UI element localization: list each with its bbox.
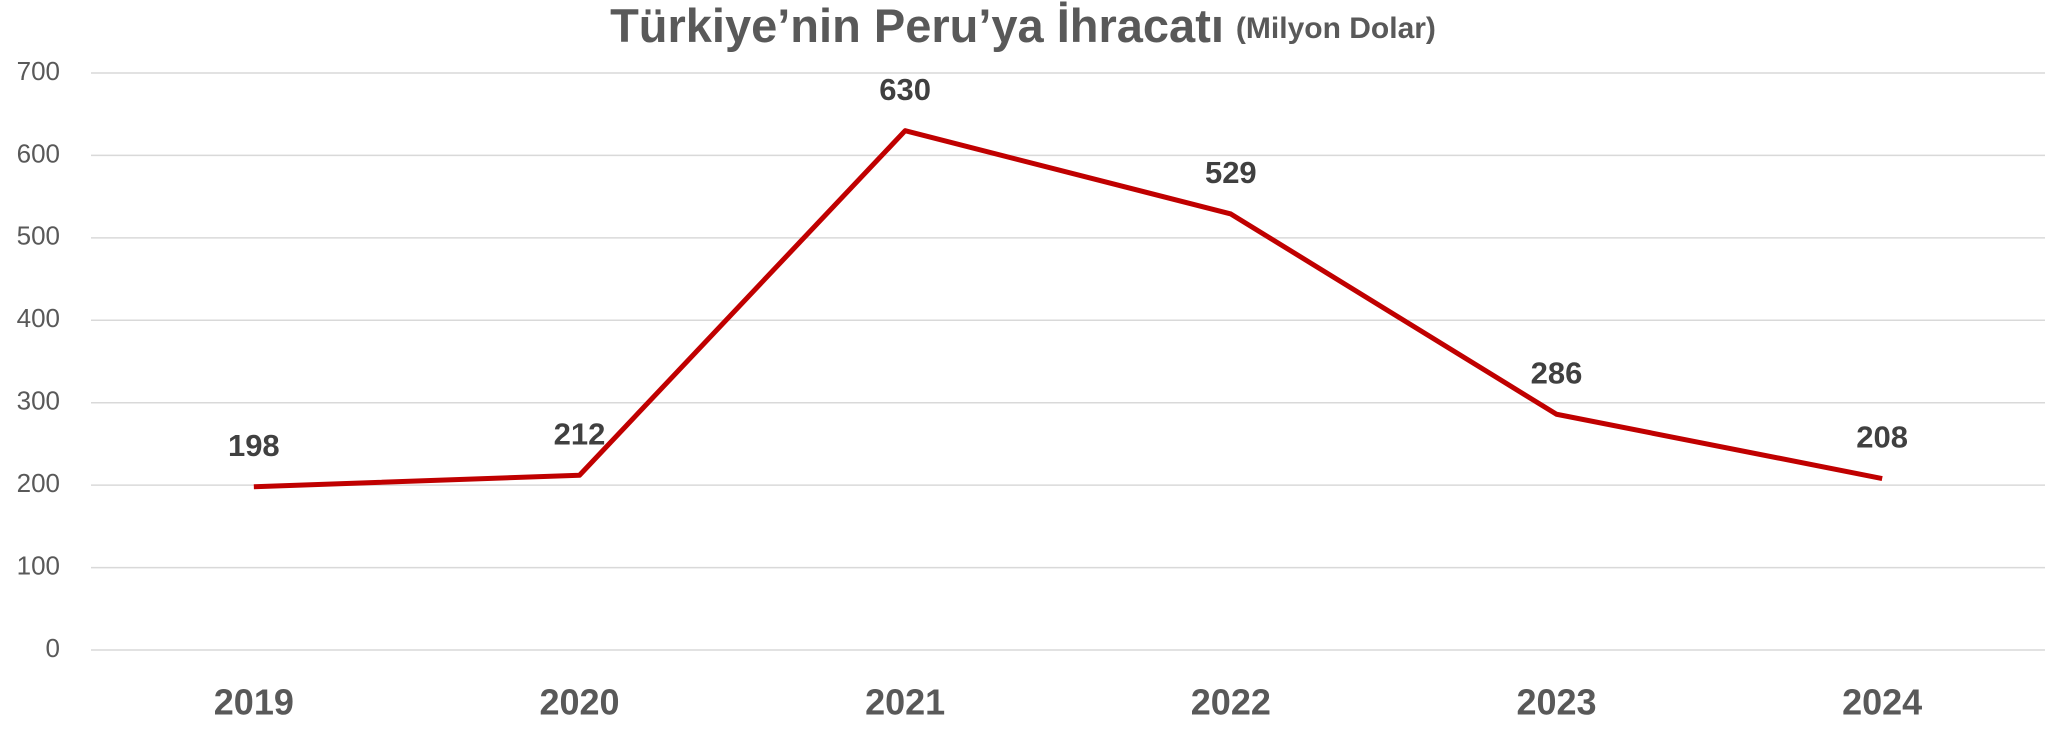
- line-series: [253, 128, 1883, 490]
- x-tick-label: 2023: [1516, 682, 1596, 723]
- chart-subtitle: (Milyon Dolar): [1236, 12, 1436, 45]
- data-label: 198: [228, 428, 280, 463]
- chart-title: Türkiye’nin Peru’ya İhracatı: [610, 0, 1224, 52]
- y-tick-label: 200: [17, 468, 60, 498]
- x-tick-label: 2024: [1842, 682, 1922, 723]
- y-tick-label: 500: [17, 221, 60, 251]
- data-label: 630: [879, 72, 931, 107]
- y-tick-label: 400: [17, 303, 60, 333]
- data-label: 208: [1856, 420, 1908, 455]
- data-label: 529: [1205, 155, 1257, 190]
- grid: [91, 72, 2045, 651]
- x-tick-label: 2022: [1191, 682, 1271, 723]
- y-tick-label: 600: [17, 138, 60, 168]
- y-tick-label: 700: [17, 56, 60, 86]
- y-tick-label: 300: [17, 386, 60, 416]
- data-label: 286: [1531, 355, 1583, 390]
- x-tick-label: 2019: [214, 682, 294, 723]
- y-tick-label: 0: [46, 633, 60, 663]
- y-tick-label: 100: [17, 550, 60, 580]
- plot: [253, 128, 1883, 490]
- x-tick-label: 2021: [865, 682, 945, 723]
- x-tick-label: 2020: [539, 682, 619, 723]
- data-label: 212: [554, 416, 606, 451]
- chart-heading: Türkiye’nin Peru’ya İhracatı (Milyon Dola…: [610, 0, 1436, 52]
